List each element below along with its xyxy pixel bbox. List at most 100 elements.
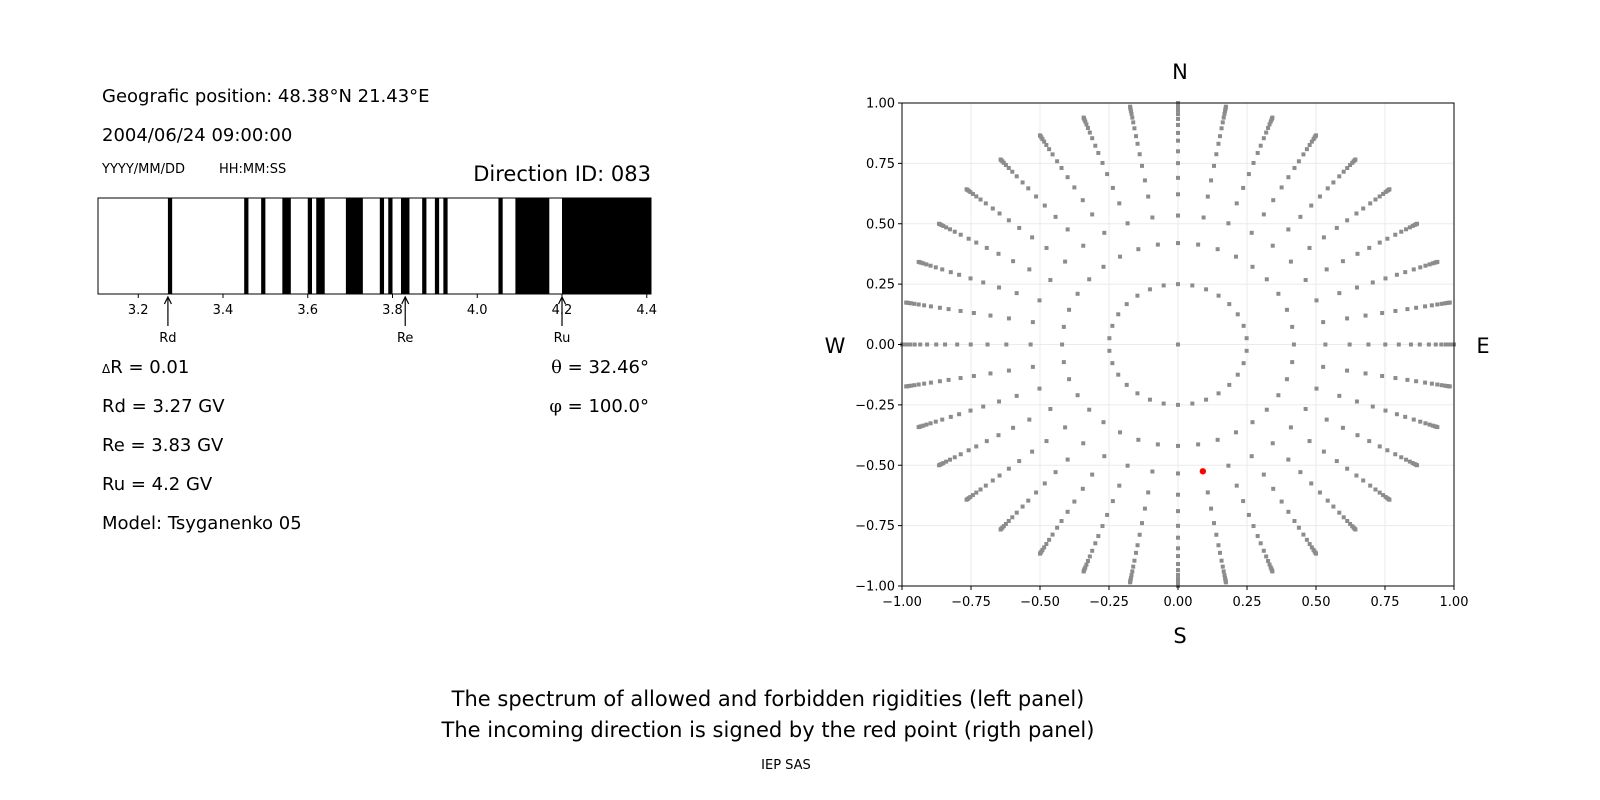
direction-point: [1355, 433, 1360, 438]
direction-point: [1309, 545, 1314, 550]
direction-point: [1393, 308, 1398, 313]
direction-point: [1367, 245, 1372, 250]
direction-point: [996, 251, 1001, 256]
direction-point: [1128, 104, 1133, 109]
direction-point: [1354, 399, 1359, 404]
direction-point: [1221, 569, 1226, 574]
direction-point: [946, 377, 951, 382]
direction-point: [1435, 382, 1440, 387]
direction-point: [1100, 160, 1105, 165]
direction-point: [1190, 283, 1195, 288]
direction-point: [1241, 185, 1246, 190]
x-tick-label: 3.2: [128, 303, 149, 318]
direction-point: [1404, 227, 1409, 232]
direction-point: [928, 380, 933, 385]
direction-point: [948, 414, 953, 419]
direction-point: [1201, 215, 1206, 220]
direction-point: [1134, 550, 1139, 555]
direction-point: [958, 376, 963, 381]
direction-point: [1264, 554, 1269, 559]
direction-point: [1222, 111, 1227, 116]
direction-point: [928, 263, 933, 268]
direction-point: [1176, 562, 1180, 567]
direction-point: [1204, 287, 1209, 292]
direction-point: [1105, 172, 1110, 177]
direction-point: [1080, 486, 1085, 491]
direction-point: [1176, 572, 1180, 577]
direction-point: [1288, 425, 1293, 430]
direction-point: [1249, 230, 1254, 235]
direction-point: [1298, 470, 1303, 475]
forbidden-band: [244, 198, 249, 294]
direction-point: [1196, 242, 1201, 247]
direction-point: [1130, 115, 1135, 120]
direction-point: [908, 342, 913, 347]
direction-point: [974, 240, 979, 245]
direction-point: [1255, 150, 1260, 155]
direction-point: [940, 417, 945, 422]
direction-point: [1176, 122, 1180, 127]
ru-value: Ru = 4.2 GV: [102, 474, 213, 495]
direction-point: [1081, 441, 1086, 446]
direction-point: [1423, 263, 1428, 268]
direction-point: [1314, 386, 1319, 391]
direction-point: [1084, 562, 1089, 567]
direction-point: [1270, 115, 1275, 120]
forbidden-band: [282, 198, 291, 294]
direction-point: [1011, 425, 1016, 430]
direction-point: [1048, 278, 1053, 283]
direction-point: [1060, 342, 1065, 347]
direction-point: [1176, 509, 1180, 514]
direction-point: [1216, 293, 1221, 298]
direction-point: [1314, 133, 1318, 138]
direction-point: [1223, 580, 1228, 585]
direction-point: [1116, 372, 1121, 377]
direction-point: [1264, 407, 1269, 412]
direction-point: [1249, 454, 1254, 459]
y-tick-label: −0.75: [855, 519, 895, 534]
direction-point: [1241, 361, 1246, 366]
direction-point: [1222, 573, 1227, 578]
direction-point: [1067, 307, 1072, 312]
direction-point: [1266, 126, 1271, 131]
direction-point: [1176, 282, 1180, 287]
direction-point: [1075, 291, 1080, 296]
direction-point: [1403, 414, 1408, 419]
direction-point: [1176, 108, 1180, 113]
direction-point: [1003, 163, 1008, 168]
direction-point: [1271, 486, 1276, 491]
direction-point: [1140, 163, 1145, 168]
direction-point: [988, 371, 993, 376]
direction-point: [1176, 241, 1180, 246]
y-tick-label: −1.00: [855, 580, 895, 595]
direction-point: [1038, 133, 1042, 138]
direction-point: [974, 444, 979, 449]
direction-point: [1334, 225, 1339, 230]
direction-point: [1354, 473, 1359, 478]
direction-point: [1250, 264, 1255, 269]
direction-point: [1286, 227, 1291, 232]
direction-point: [936, 463, 941, 468]
direction-point: [952, 455, 957, 460]
direction-point: [1435, 259, 1440, 264]
direction-point: [1176, 342, 1180, 347]
direction-point: [1314, 551, 1318, 556]
direction-point: [1124, 302, 1129, 307]
direction-point: [1090, 472, 1095, 477]
direction-point: [1241, 499, 1246, 504]
east-label: E: [1476, 334, 1489, 358]
direction-point: [1065, 227, 1070, 232]
direction-point: [1150, 215, 1155, 220]
direction-point: [1353, 527, 1358, 532]
direction-point: [1399, 455, 1404, 460]
direction-point: [1044, 542, 1049, 547]
direction-point: [1085, 558, 1090, 563]
direction-point: [1233, 430, 1238, 435]
model-name: Model: Tsyganenko 05: [102, 513, 302, 534]
x-tick-label: 4.0: [467, 303, 488, 318]
direction-point: [1047, 537, 1052, 542]
direction-point: [1087, 277, 1092, 282]
direction-point: [1042, 139, 1047, 144]
direction-point: [921, 261, 926, 266]
direction-point: [1267, 122, 1272, 127]
